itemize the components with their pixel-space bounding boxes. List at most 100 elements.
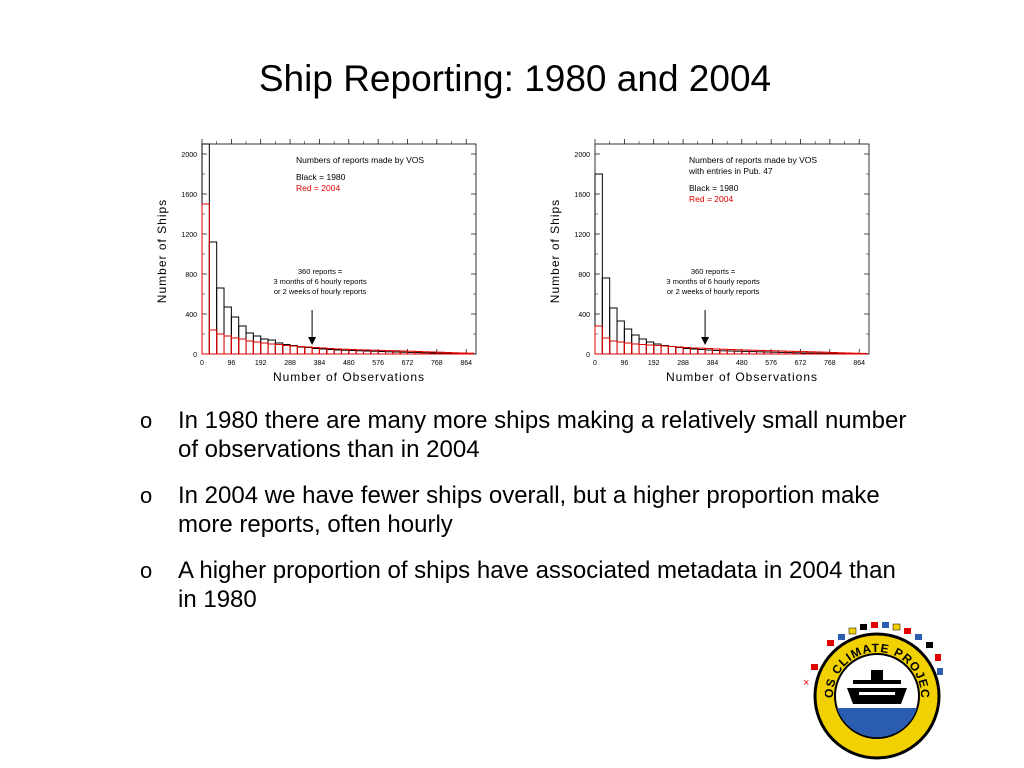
histogram-bar	[733, 349, 743, 355]
histogram-bar	[216, 287, 225, 355]
histogram-bar	[223, 335, 232, 355]
y-tick-label: 1600	[181, 192, 197, 199]
histogram-1980-vs-2004-all-vos: 0 400 800 1200 1600 2000 0 96 192 288 384 480 576 672…	[155, 139, 477, 384]
histogram-bar	[638, 344, 647, 355]
x-tick-label: 0	[200, 360, 204, 367]
histogram-bar	[465, 352, 475, 355]
histogram-bar	[719, 348, 728, 355]
x-tick-label: 96	[620, 360, 628, 367]
histogram-bar	[689, 348, 699, 355]
histogram-bar	[631, 343, 640, 355]
annotation-text: Black = 1980	[689, 183, 739, 193]
x-tick-label: 384	[707, 360, 719, 367]
histogram-bar	[638, 338, 647, 355]
histogram-bar	[660, 345, 669, 355]
histogram-bar	[267, 339, 276, 355]
x-axis-label: Number of Observations	[666, 370, 818, 384]
histogram-bar	[238, 338, 247, 355]
histogram-bar	[594, 173, 603, 355]
y-tick-label: 1200	[181, 232, 197, 239]
histogram-bar	[260, 342, 269, 355]
y-tick-label: 800	[185, 272, 197, 279]
histogram-bar	[333, 349, 342, 355]
arrow-note-text: or 2 weeks of hourly reports	[274, 287, 367, 296]
y-tick-label: 2000	[574, 152, 590, 159]
arrow-head-icon	[308, 337, 317, 345]
histogram-bar	[238, 325, 247, 355]
histogram-bar	[311, 348, 320, 355]
histogram-bar	[348, 350, 357, 355]
histogram-bar	[858, 352, 868, 355]
y-tick-label: 0	[193, 352, 197, 359]
x-tick-label: 672	[402, 360, 414, 367]
histogram-bar	[851, 352, 860, 355]
x-tick-label: 288	[284, 360, 296, 367]
histogram-bar	[201, 203, 210, 355]
x-tick-label: 672	[795, 360, 807, 367]
annotation-text: Numbers of reports made by VOS	[689, 155, 817, 165]
x-tick-label: 576	[765, 360, 777, 367]
histogram-bar	[326, 349, 335, 355]
histogram-bar	[230, 316, 240, 355]
bullet-item: o In 1980 there are many more ships maki…	[140, 406, 920, 464]
histogram-bar	[304, 347, 313, 355]
y-axis-label: Number of Ships	[155, 199, 169, 303]
annotation-text: with entries in Pub. 47	[688, 166, 773, 176]
histogram-bar	[609, 340, 618, 355]
vos-climate-project-logo: × VOS CLIMATE PROJECT	[797, 612, 943, 760]
annotation-text: Red = 2004	[296, 183, 340, 193]
histogram-bar	[609, 307, 618, 355]
histogram-bar	[741, 349, 750, 355]
x-tick-label: 288	[677, 360, 689, 367]
histogram-bar	[601, 337, 611, 355]
x-tick-label: 768	[824, 360, 836, 367]
histogram-bar	[245, 332, 254, 355]
histogram-1980-vs-2004-pub47: 0 400 800 1200 1600 2000 0 96 192 288 384 480 576 672…	[548, 139, 870, 384]
histogram-bar	[682, 348, 691, 355]
x-tick-label: 480	[736, 360, 748, 367]
histogram-bar	[260, 338, 269, 355]
histogram-bar	[594, 325, 603, 355]
y-tick-label: 0	[586, 352, 590, 359]
x-tick-label: 480	[343, 360, 355, 367]
y-tick-label: 1600	[574, 192, 590, 199]
bullet-marker: o	[140, 483, 153, 508]
y-tick-label: 400	[578, 312, 590, 319]
histogram-bar	[645, 341, 655, 355]
annotation-text: Red = 2004	[689, 194, 733, 204]
arrow-note-text: 360 reports =	[691, 267, 736, 276]
histogram-bar	[645, 344, 655, 355]
y-tick-label: 400	[185, 312, 197, 319]
histogram-bar	[296, 346, 306, 355]
annotation-text: Black = 1980	[296, 172, 346, 182]
histogram-bar	[201, 143, 210, 355]
y-tick-label: 2000	[181, 152, 197, 159]
bullet-text: A higher proportion of ships have associ…	[178, 557, 896, 613]
histogram-bar	[616, 320, 625, 355]
histogram-bar	[660, 345, 669, 355]
svg-text:×: ×	[803, 677, 809, 689]
histogram-bar	[216, 333, 225, 355]
histogram-bar	[704, 348, 713, 355]
histogram-bar	[230, 337, 240, 355]
bullet-list: o In 1980 there are many more ships maki…	[140, 406, 920, 631]
bullet-text: In 2004 we have fewer ships overall, but…	[178, 482, 880, 538]
histogram-bar	[340, 349, 350, 355]
annotation-text: Numbers of reports made by VOS	[296, 155, 424, 165]
arrow-note-text: 3 months of 6 hourly reports	[273, 277, 367, 286]
bullet-marker: o	[140, 558, 153, 583]
histogram-bar	[296, 346, 306, 355]
histogram-bar	[208, 241, 218, 355]
histogram-bar	[282, 345, 291, 355]
arrow-head-icon	[701, 337, 710, 345]
histogram-bar	[252, 341, 262, 355]
histogram-bar	[252, 335, 262, 355]
sea-icon	[837, 708, 917, 738]
x-tick-label: 384	[314, 360, 326, 367]
histogram-bar	[697, 349, 706, 355]
histogram-bar	[274, 344, 284, 355]
histogram-bar	[289, 345, 298, 355]
histogram-bar	[623, 342, 633, 355]
histogram-bar	[304, 346, 313, 355]
arrow-note-text: or 2 weeks of hourly reports	[667, 287, 760, 296]
